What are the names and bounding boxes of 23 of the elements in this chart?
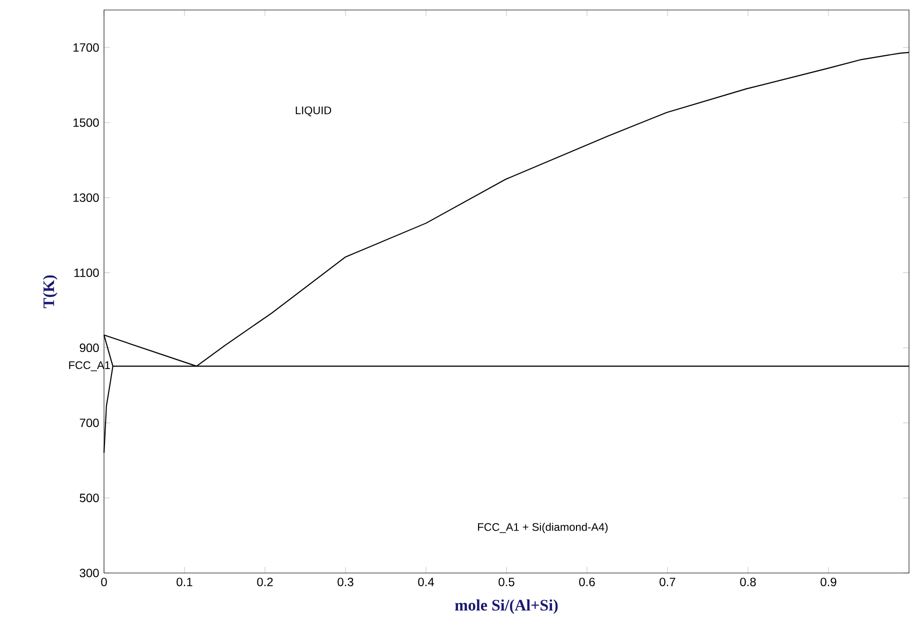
x-tick-label: 0.3 — [338, 578, 354, 586]
x-tick-label: 0.8 — [740, 578, 756, 586]
y-axis-title: T(K) — [42, 275, 58, 308]
y-tick-label: 1300 — [74, 193, 99, 202]
y-tick-label: 1700 — [74, 43, 99, 52]
x-tick-label: 0.5 — [498, 578, 514, 586]
x-tick-label: 0 — [101, 578, 107, 586]
y-tick-label: 1500 — [74, 118, 99, 127]
y-tick-label: 700 — [80, 418, 99, 428]
annotation: LIQUID — [296, 106, 332, 116]
x-tick-label: 0.6 — [579, 578, 595, 586]
x-tick-label: 0.2 — [257, 578, 273, 586]
x-tick-label: 0.1 — [176, 578, 192, 586]
x-axis-title: mole Si/(Al+Si) — [455, 599, 558, 614]
x-tick-label: 0.4 — [418, 578, 434, 586]
annotation: FCC_A1 — [69, 361, 110, 372]
x-tick-label: 0.7 — [660, 578, 676, 586]
y-tick-label: 500 — [80, 494, 99, 502]
y-tick-label: 1100 — [74, 268, 99, 277]
annotation: FCC_A1 + Si(diamond-A4) — [478, 522, 608, 534]
y-tick-label: 300 — [80, 568, 99, 578]
x-tick-label: 0.9 — [820, 578, 836, 586]
y-tick-label: 900 — [80, 344, 99, 352]
